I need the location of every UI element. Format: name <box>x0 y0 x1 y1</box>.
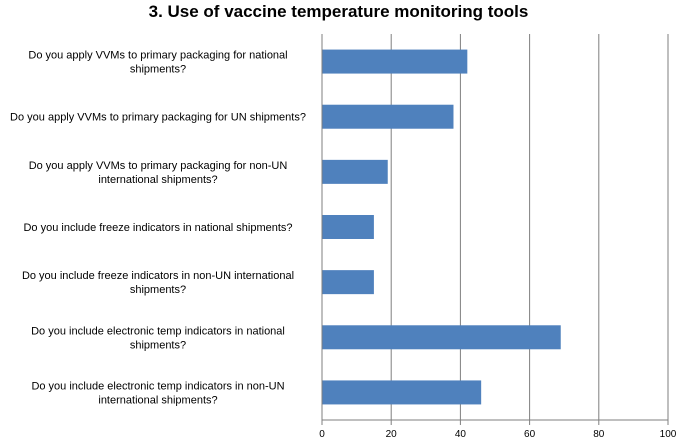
category-label-1: Do you apply VVMs to primary packaging f… <box>28 50 287 76</box>
category-label-line: Do you apply VVMs to primary packaging f… <box>29 160 288 172</box>
tick-label-80: 80 <box>593 429 605 440</box>
category-label-4: Do you include freeze indicators in nati… <box>23 222 292 234</box>
bar-2 <box>322 104 454 129</box>
bar-5 <box>322 270 374 295</box>
tick-label-20: 20 <box>386 429 398 440</box>
x-axis-ticks: 0 20 40 60 80 100 <box>319 420 677 440</box>
category-label-line: Do you include freeze indicators in non-… <box>22 270 294 282</box>
category-label-line: Do you apply VVMs to primary packaging f… <box>10 112 306 124</box>
category-label-line: shipments? <box>130 284 186 296</box>
category-label-3: Do you apply VVMs to primary packaging f… <box>29 160 288 186</box>
category-label-line: Do you apply VVMs to primary packaging f… <box>28 50 287 62</box>
category-label-line: Do you include electronic temp indicator… <box>31 325 285 337</box>
category-label-line: shipments? <box>130 64 186 76</box>
category-label-6: Do you include electronic temp indicator… <box>31 325 285 351</box>
category-label-7: Do you include electronic temp indicator… <box>31 380 284 406</box>
grid-lines <box>390 34 669 420</box>
tick-label-0: 0 <box>319 429 325 440</box>
bar-4 <box>322 215 374 239</box>
tick-label-100: 100 <box>660 429 677 440</box>
category-label-line: Do you include freeze indicators in nati… <box>23 222 292 234</box>
category-label-line: international shipments? <box>98 394 217 406</box>
category-label-2: Do you apply VVMs to primary packaging f… <box>10 112 306 124</box>
category-label-line: Do you include electronic temp indicator… <box>31 380 284 392</box>
bar-7 <box>322 380 482 405</box>
bars <box>322 49 561 405</box>
category-label-line: shipments? <box>130 339 186 351</box>
tick-label-60: 60 <box>524 429 536 440</box>
bar-1 <box>322 49 468 74</box>
bar-6 <box>322 325 561 350</box>
category-labels: Do you apply VVMs to primary packaging f… <box>10 50 306 407</box>
category-label-5: Do you include freeze indicators in non-… <box>22 270 294 296</box>
category-label-line: international shipments? <box>98 174 217 186</box>
bar-3 <box>322 159 388 184</box>
tick-label-40: 40 <box>455 429 467 440</box>
chart-title: 3. Use of vaccine temperature monitoring… <box>148 2 529 21</box>
